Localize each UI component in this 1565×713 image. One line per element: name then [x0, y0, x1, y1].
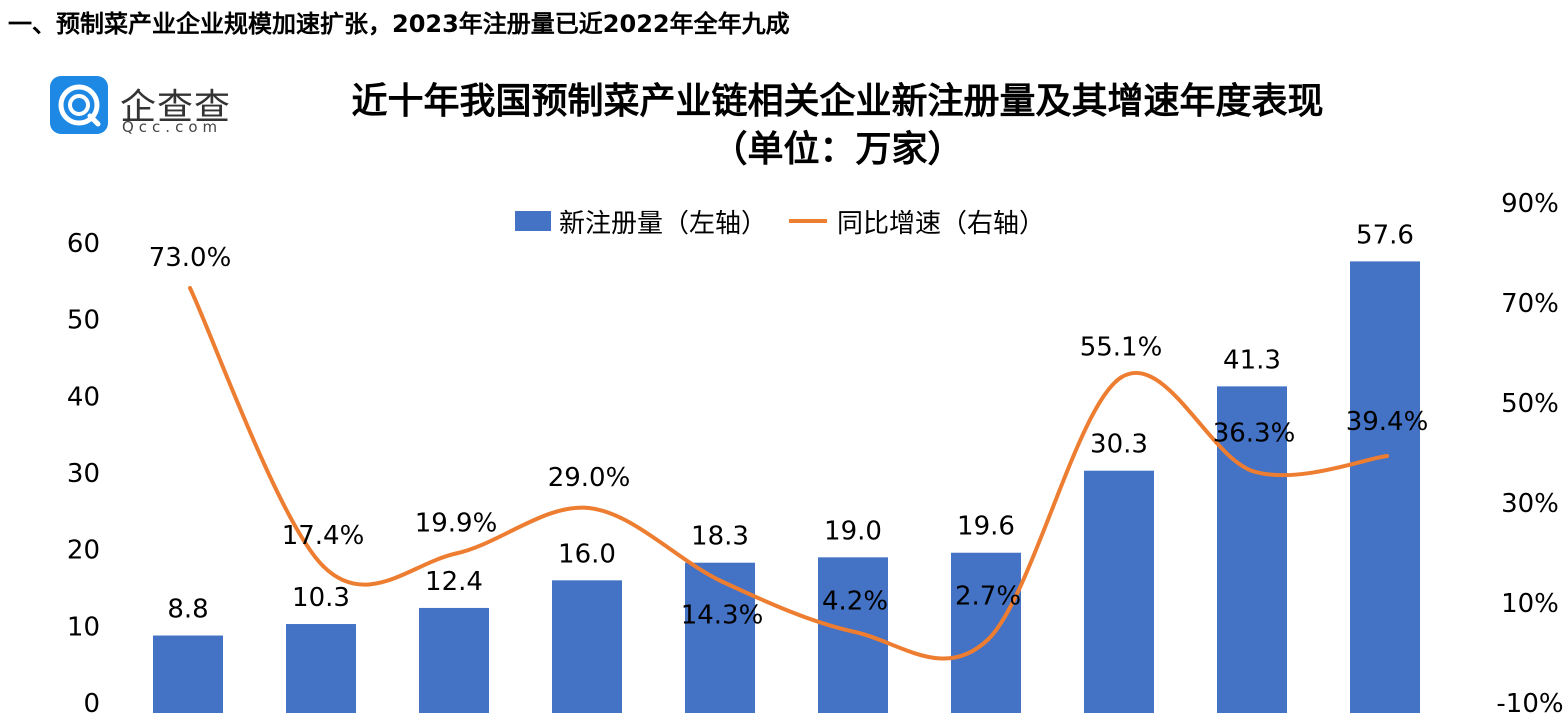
- growth-point: [986, 637, 990, 642]
- legend-line-label: 同比增速（右轴）: [837, 208, 1046, 239]
- bar-value-label: 10.3: [292, 583, 350, 613]
- chart-unit: （单位：万家）: [711, 129, 964, 170]
- growth-point: [454, 551, 458, 556]
- legend-bar-swatch: [515, 211, 551, 231]
- y-left-tick-label: 10: [67, 612, 100, 642]
- bar-value-label: 16.0: [558, 539, 616, 569]
- bar: [1217, 386, 1287, 713]
- y-right-tick-label: -10%: [1496, 689, 1563, 713]
- y-left-tick-label: 60: [67, 229, 100, 259]
- y-left-tick-label: 20: [67, 536, 100, 566]
- growth-value-label: 2.7%: [955, 582, 1021, 612]
- bar-value-label: 12.4: [425, 567, 483, 597]
- bar: [552, 580, 622, 713]
- bar: [1350, 261, 1420, 713]
- growth-point: [587, 506, 591, 510]
- bar-value-label: 8.8: [167, 595, 208, 625]
- growth-line: [188, 287, 1388, 661]
- section-heading: 一、预制菜产业企业规模加速扩张，2023年注册量已近2022年全年九成: [8, 10, 790, 38]
- y-right-tick-label: 50%: [1501, 389, 1559, 419]
- y-right-tick-label: 30%: [1501, 489, 1559, 519]
- y-left-tick-label: 50: [67, 306, 100, 336]
- legend-bar-label: 新注册量（左轴）: [559, 208, 768, 239]
- growth-point: [321, 564, 325, 568]
- growth-value-label: 39.4%: [1346, 407, 1429, 437]
- growth-point: [720, 579, 724, 584]
- growth-value-label: 73.0%: [149, 243, 232, 273]
- y-left-tick-label: 0: [83, 689, 100, 713]
- growth-point: [1252, 469, 1256, 474]
- legend-line-swatch: [789, 219, 828, 223]
- bar: [286, 624, 356, 713]
- bar: [419, 607, 489, 713]
- growth-value-label: 29.0%: [548, 463, 631, 493]
- growth-point: [853, 630, 857, 634]
- bar-value-label: 41.3: [1223, 345, 1281, 375]
- growth-value-label: 19.9%: [415, 509, 498, 539]
- growth-value-label: 36.3%: [1213, 419, 1296, 449]
- growth-value-label: 14.3%: [681, 601, 764, 631]
- qcc-logo-icon: [50, 76, 108, 134]
- growth-point: [188, 286, 192, 290]
- bar: [951, 552, 1021, 713]
- bar: [685, 562, 755, 713]
- bar: [153, 635, 223, 713]
- bar-value-label: 19.6: [957, 512, 1015, 542]
- y-left-tick-label: 40: [67, 382, 100, 412]
- growth-value-label: 4.2%: [822, 586, 888, 616]
- logo-domain: Qcc.com: [122, 118, 223, 136]
- bar-value-label: 18.3: [691, 522, 749, 552]
- y-left-tick-label: 30: [67, 459, 100, 489]
- y-right-tick-label: 70%: [1501, 289, 1559, 319]
- growth-value-label: 55.1%: [1080, 333, 1163, 363]
- logo-name: 企查查: [120, 87, 232, 128]
- y-right-tick-label: 90%: [1501, 189, 1559, 219]
- growth-point: [1119, 375, 1123, 380]
- growth-value-label: 17.4%: [282, 521, 365, 551]
- chart-title: 近十年我国预制菜产业链相关企业新注册量及其增速年度表现: [351, 81, 1324, 122]
- y-right-tick-label: 10%: [1501, 589, 1559, 619]
- bar: [1084, 470, 1154, 713]
- growth-point: [1385, 454, 1389, 458]
- bar: [818, 557, 888, 713]
- bar-value-label: 30.3: [1090, 430, 1148, 460]
- bar-value-label: 19.0: [824, 516, 882, 546]
- chart-legend: 新注册量（左轴） 同比增速（右轴）: [515, 203, 1045, 239]
- qcc-logo: 企查查 Qcc.com: [50, 76, 250, 138]
- bar-value-label: 57.6: [1356, 220, 1414, 250]
